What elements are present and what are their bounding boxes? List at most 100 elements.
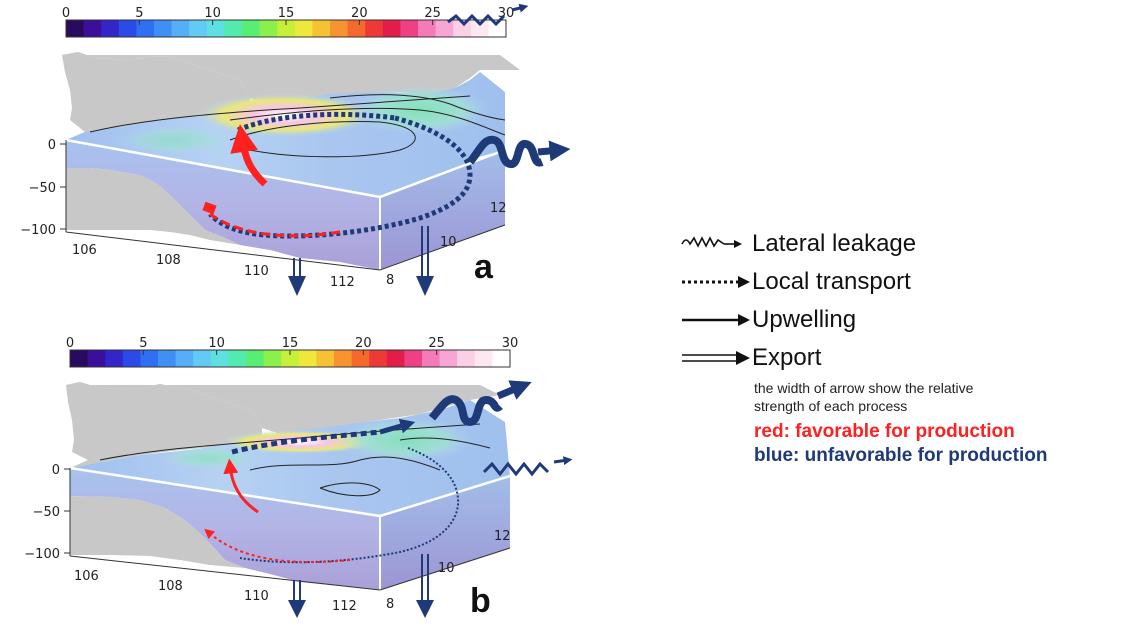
legend-upwelling-label: Upwelling	[752, 306, 857, 333]
legend-export-label: Export	[752, 344, 822, 371]
green-patch-b	[335, 418, 475, 462]
colorbar-a-swatch	[418, 20, 437, 37]
panel-letter-b: b	[470, 582, 491, 620]
colorbar-b-swatch	[492, 350, 511, 367]
export-arrow-b2	[416, 554, 434, 618]
colorbar-a-swatch	[118, 20, 137, 37]
red-transport-b	[204, 528, 351, 564]
colorbar-a-swatch	[312, 20, 331, 37]
colorbar-b-swatch	[316, 350, 335, 367]
colorbar-b-swatch	[298, 350, 317, 367]
red-transport-a	[209, 212, 341, 238]
colorbar-b-swatch	[122, 350, 141, 367]
lon-tick-b-2: 110	[244, 589, 269, 604]
colorbar-a-swatch	[400, 20, 419, 37]
depth-tick-a-2: −100	[20, 223, 56, 238]
legend-blue-note: blue: unfavorable for production	[754, 445, 1048, 466]
colorbar-a-swatch	[365, 20, 384, 37]
edge-a1	[65, 138, 381, 199]
colorbar-b-swatch	[210, 350, 229, 367]
depth-tick-b-1: −50	[33, 505, 60, 520]
export-icon	[682, 351, 750, 365]
colorbar-a-swatch	[382, 20, 401, 37]
shelf-land-a	[66, 168, 240, 245]
colorbar-b-tick-label: 30	[502, 336, 519, 351]
colorbar-a-swatch	[154, 20, 173, 37]
local-transport-icon	[682, 276, 750, 288]
lateral-leakage-large-head-a	[537, 140, 571, 162]
lon-tick-b-1: 108	[158, 579, 183, 594]
colorbar-a-tick-label: 0	[62, 6, 70, 21]
colorbar-a-swatch	[259, 20, 278, 37]
colorbar-b-swatch	[369, 350, 388, 367]
contour-a2	[229, 121, 416, 158]
colorbar-a-swatch	[171, 20, 190, 37]
colorbar-b-tick-label: 25	[428, 336, 445, 351]
colorbar-b-swatch	[140, 350, 159, 367]
lon-axis-a	[65, 231, 381, 271]
legend-note-line1: the width of arrow show the relative	[754, 380, 974, 396]
colorbar-b-swatch	[263, 350, 282, 367]
colorbar-a-tick-label: 25	[424, 6, 441, 21]
export-arrow-a2	[416, 226, 434, 296]
colorbar-b-tick-label: 20	[355, 336, 372, 351]
colorbar-a-swatch	[206, 20, 225, 37]
colorbar-b-swatch	[175, 350, 194, 367]
green-patch-a2	[115, 125, 235, 155]
colorbar-b-tick-label: 0	[66, 336, 74, 351]
lateral-leakage-small-b	[482, 461, 550, 477]
lon-tick-a-1: 108	[156, 253, 181, 268]
colorbar-b-swatch	[246, 350, 265, 367]
export-arrow-b1	[288, 580, 306, 618]
depth-tick-a-1: −50	[29, 181, 56, 196]
colorbar-b-tick-label: 15	[282, 336, 299, 351]
land-top-b	[66, 382, 500, 434]
lateral-leakage-large-head-b	[496, 380, 532, 400]
panel-a: 0 −50 −100 106 108 110 112 12 10 8	[20, 3, 571, 296]
lat-tick-b-2: 8	[386, 597, 394, 612]
colorbar-b-tick-label: 5	[139, 336, 147, 351]
front-face-b	[70, 468, 380, 590]
legend-upwelling-row: Upwelling	[680, 301, 1146, 339]
colorbar-a-swatch	[453, 20, 472, 37]
lon-tick-b-0: 106	[74, 569, 99, 584]
colorbar-b-swatch	[105, 350, 124, 367]
lon-axis-b	[69, 555, 381, 591]
contour-a4	[229, 107, 506, 136]
colorbar-a-swatch	[224, 20, 243, 37]
lon-tick-a-2: 110	[244, 264, 269, 279]
colorbar-b-swatches	[70, 350, 511, 367]
right-face-b	[380, 476, 510, 590]
colorbar-b-swatch	[474, 350, 493, 367]
colorbar-a-tick-label: 20	[351, 6, 368, 21]
land-west-a	[62, 52, 250, 140]
depth-tick-a-0: 0	[48, 138, 56, 153]
colorbar-b: 0 5 10 15 20 25 30	[66, 336, 519, 368]
lat-tick-a-0: 12	[490, 201, 507, 216]
colorbar-a-swatch	[294, 20, 313, 37]
legend-export-row: Export	[680, 339, 1146, 377]
local-transport-upper-b	[231, 429, 381, 455]
colorbar-b-swatch	[87, 350, 106, 367]
legend-red-note: red: favorable for production	[754, 421, 1015, 442]
lon-tick-b-3: 112	[332, 599, 357, 614]
contour-a1	[89, 95, 471, 133]
edge-b2	[379, 474, 511, 518]
colorbar-a-swatch	[488, 20, 507, 37]
colorbar-a-swatch	[101, 20, 120, 37]
contour-a3	[329, 94, 506, 121]
colorbar-b-swatch	[439, 350, 458, 367]
colorbar-b-swatch	[351, 350, 370, 367]
lat-tick-a-1: 10	[440, 235, 457, 250]
contour-b4	[399, 437, 491, 449]
lateral-leakage-small-a	[447, 13, 506, 27]
depth-tick-b-0: 0	[52, 463, 60, 478]
colorbar-b-swatch	[422, 350, 441, 367]
legend-lateral-row: Lateral leakage	[680, 225, 1146, 263]
edge-a2	[379, 148, 506, 199]
colorbar-a-tick-label: 15	[278, 6, 295, 21]
warm-plume-a	[195, 93, 375, 137]
colorbar-a-swatch	[189, 20, 208, 37]
legend-note-line2: strength of each process	[754, 398, 908, 414]
